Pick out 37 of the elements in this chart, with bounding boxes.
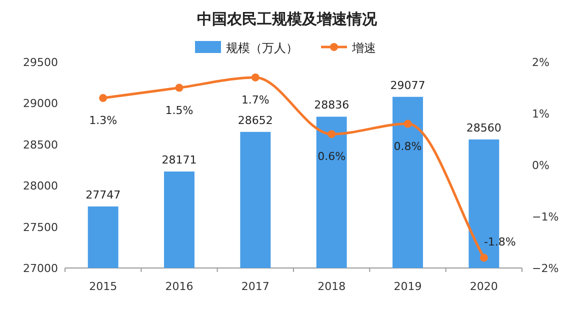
legend-label: 增速 [351,41,376,55]
x-tick-label: 2016 [165,280,194,293]
data-label: 0.6% [318,150,346,164]
data-label: 0.8% [394,140,422,153]
x-tick-label: 2017 [241,280,270,293]
point [251,73,260,82]
data-label: 28836 [314,98,350,112]
x-tick-label: 2015 [89,280,118,293]
y2-tick-label: 0% [532,159,550,172]
y2-tick-label: 2% [532,56,550,69]
y2-tick-label: −1% [532,210,559,224]
x-tick-label: 2019 [394,280,422,293]
y-tick-label: 28500 [23,138,58,152]
data-label: 29077 [390,78,426,92]
x-tick-label: 2018 [318,280,346,293]
chart-title: 中国农民工规模及增速情况 [197,10,378,28]
point [328,130,336,138]
data-label: 1.5% [165,104,194,117]
data-label: 28171 [162,154,197,167]
y-tick-label: 28000 [23,180,58,193]
y-tick-label: 29000 [23,97,58,110]
data-label: 27747 [86,188,121,202]
y-tick-label: 27500 [23,220,58,234]
point [480,254,488,262]
y-tick-label: 29500 [23,56,58,69]
data-label: 28652 [238,114,273,127]
y2-tick-label: 1% [532,108,550,120]
point [175,84,184,92]
y2-tick-label: −2% [532,262,559,275]
data-label: 28560 [466,121,502,134]
point [99,94,108,102]
data-label: 1.7% [241,93,270,106]
y-tick-label: 27000 [23,262,58,275]
legend-label: 规模（万人） [226,41,298,55]
point [404,120,412,128]
data-label: 1.3% [89,114,118,128]
x-tick-label: 2020 [470,280,498,293]
